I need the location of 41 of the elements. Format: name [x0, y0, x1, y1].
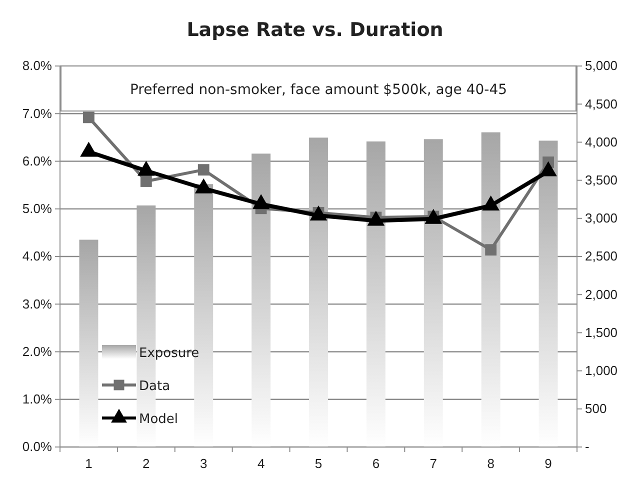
- x-tick-label: 8: [487, 456, 494, 472]
- x-tick-label: 9: [544, 456, 552, 472]
- bar: [366, 141, 386, 447]
- y-tick-label: 8.0%: [22, 58, 52, 74]
- y2-tick-label: -: [585, 439, 590, 454]
- y2-tick-label: 1,000: [585, 362, 618, 378]
- y-tick-label: 2.0%: [22, 344, 52, 359]
- y2-tick-label: 3,000: [585, 210, 618, 226]
- y-tick-label: 0.0%: [22, 439, 52, 454]
- x-tick-label: 4: [257, 456, 265, 472]
- y2-tick-label: 4,500: [585, 96, 618, 112]
- x-tick-label: 1: [85, 456, 92, 472]
- y2-tick-label: 3,500: [585, 172, 618, 188]
- bar: [424, 139, 443, 447]
- chart-title: Lapse Rate vs. Duration: [186, 19, 444, 41]
- x-tick-label: 6: [372, 456, 380, 472]
- bar: [79, 240, 98, 447]
- x-tick-label: 3: [200, 456, 208, 472]
- x-tick-label: 7: [430, 456, 438, 472]
- y2-tick-label: 5,000: [585, 58, 618, 74]
- annotation: Preferred non-smoker, face amount $500k, age 40-45: [130, 82, 508, 98]
- bar: [538, 140, 558, 447]
- legend-label: Model: [139, 412, 178, 427]
- bar: [309, 138, 328, 447]
- y2-tick-label: 4,000: [585, 134, 618, 150]
- y-tick-label: 1.0%: [22, 392, 52, 407]
- y2-tick-label: 1,500: [585, 324, 618, 340]
- bar: [481, 132, 500, 447]
- y2-tick-label: 2,500: [585, 248, 618, 264]
- y2-tick-label: 500: [585, 401, 607, 416]
- x-tick-label: 5: [314, 456, 322, 472]
- x-tick-label: 2: [142, 456, 150, 472]
- y-tick-label: 6.0%: [22, 153, 52, 168]
- bar: [252, 154, 271, 447]
- y-tick-label: 5.0%: [22, 201, 52, 216]
- y2-tick-label: 2,000: [585, 286, 618, 302]
- y-tick-label: 7.0%: [22, 106, 52, 121]
- legend-label: Exposure: [139, 346, 200, 361]
- legend-label: Data: [139, 379, 170, 394]
- y-tick-label: 4.0%: [22, 248, 52, 264]
- y-tick-label: 3.0%: [22, 296, 52, 312]
